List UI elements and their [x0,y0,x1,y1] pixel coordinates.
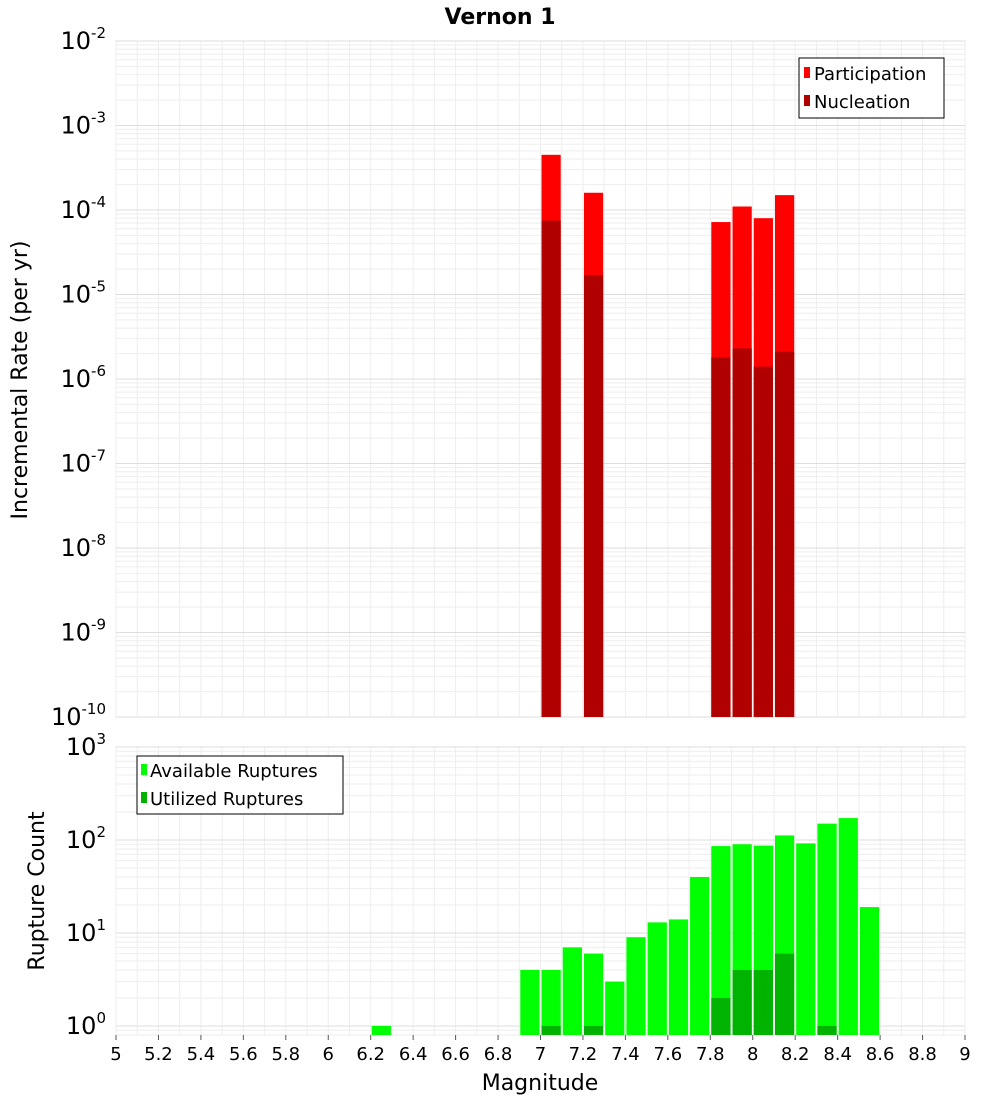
bottom-bar-a [817,823,837,1035]
x-tick-label: 8.2 [781,1044,810,1065]
y-tick-label: 10-10 [51,700,106,731]
top-bar-b [753,366,773,717]
x-tick-label: 5.2 [144,1044,173,1065]
bottom-bar-a [647,922,667,1035]
bottom-bar-a [690,877,710,1035]
top-bars [541,154,795,718]
bottom-bar-a [605,981,625,1035]
top-bar-b [711,357,731,717]
y-tick-label: 103 [66,730,106,761]
bottom-bar-b [753,969,773,1035]
bottom-bar-a [838,818,858,1035]
top-y-axis-label: Incremental Rate (per yr) [8,241,33,520]
legend-label-participation: Participation [814,64,926,85]
top-bar-b [774,351,795,717]
y-tick-label: 10-6 [60,362,106,393]
x-tick-label: 5.4 [187,1044,216,1065]
bottom-bar-b [817,1025,837,1035]
y-tick-label: 10-7 [60,447,106,478]
top-y-ticks: 10-2 10-3 10-4 10-5 10-6 10-7 10-8 10-9 10-10 [51,24,106,731]
bottom-bar-a [668,919,689,1035]
x-axis-label: Magnitude [482,1071,599,1096]
legend-label-available: Available Ruptures [150,761,318,782]
bottom-bar-b [732,969,752,1035]
x-tick-label: 8.4 [823,1044,852,1065]
bottom-bar-a [796,843,816,1035]
x-tick-label: 7.8 [696,1044,725,1065]
legend-swatch-utilized [141,792,147,803]
y-tick-label: 102 [66,823,106,854]
legend-swatch-available [141,764,147,775]
bottom-bar-a [626,937,646,1035]
top-legend-box [798,57,945,119]
bottom-x-ticks: 5 5.2 5.4 5.6 5.8 6 6.2 6.4 6.6 6.8 7 7.2 7.4 7.6 7.8 8… [110,1035,971,1065]
top-bar-b [732,348,752,717]
bottom-bar-b [711,997,731,1035]
y-tick-label: 10-5 [60,278,106,309]
bottom-bar-b [583,1025,604,1035]
x-tick-label: 8 [747,1044,758,1065]
bottom-bar-a [541,969,561,1035]
x-tick-label: 9 [959,1044,970,1065]
x-tick-label: 5.8 [271,1044,300,1065]
legend-swatch-participation [804,67,810,78]
x-tick-label: 5.6 [229,1044,258,1065]
x-tick-label: 6.6 [441,1044,470,1065]
top-bar-b [541,220,561,718]
bottom-legend-box [136,755,344,815]
x-tick-label: 8.6 [866,1044,895,1065]
bottom-y-ticks: 103 102 101 100 [66,730,106,1040]
x-tick-label: 7.6 [654,1044,683,1065]
bottom-legend: Available Ruptures Utilized Ruptures [136,755,344,815]
x-tick-label: 6.2 [356,1044,385,1065]
bottom-bars [371,818,880,1035]
bottom-bar-a [562,947,582,1035]
bottom-bar-a [859,907,880,1035]
y-tick-label: 10-3 [60,109,106,140]
bottom-bar-a [711,846,731,1035]
x-tick-label: 8.8 [908,1044,937,1065]
x-tick-label: 7 [535,1044,546,1065]
bottom-bar-b [541,1025,561,1035]
bottom-bar-a [520,969,540,1035]
top-grid [115,40,966,718]
y-tick-label: 10-4 [60,193,106,224]
top-legend: Participation Nucleation [798,57,945,119]
top-bar-b [583,275,604,717]
bottom-bar-b [774,953,795,1035]
x-tick-label: 7.4 [611,1044,640,1065]
x-tick-label: 7.2 [569,1044,598,1065]
bottom-bar-a [583,953,604,1035]
y-tick-label: 101 [66,916,106,947]
y-tick-label: 10-9 [60,616,106,647]
y-tick-label: 10-8 [60,531,106,562]
legend-label-utilized: Utilized Ruptures [150,789,303,810]
x-tick-label: 6 [323,1044,334,1065]
legend-swatch-nucleation [804,95,810,106]
x-tick-label: 5 [110,1044,121,1065]
chart-title: Vernon 1 [445,5,556,30]
legend-label-nucleation: Nucleation [814,92,910,113]
x-tick-label: 6.8 [484,1044,513,1065]
bottom-bar-a [371,1025,391,1035]
y-tick-label: 100 [66,1009,106,1040]
y-tick-label: 10-2 [60,24,106,55]
bottom-y-axis-label: Rupture Count [25,811,50,971]
x-tick-label: 6.4 [399,1044,428,1065]
